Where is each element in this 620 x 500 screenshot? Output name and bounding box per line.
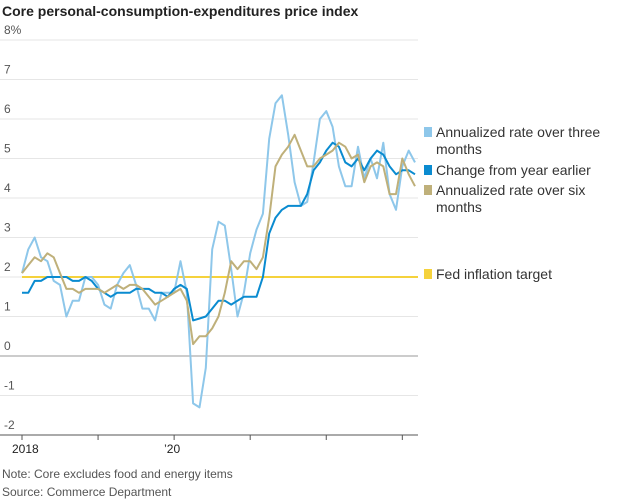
legend-swatch xyxy=(424,165,432,175)
y-tick-label: 6 xyxy=(4,102,11,116)
y-tick-label: -2 xyxy=(4,418,15,432)
y-tick-label: 1 xyxy=(4,300,11,314)
legend-item: Annualized rate over six months xyxy=(424,182,616,216)
source: Source: Commerce Department xyxy=(2,485,172,499)
y-tick-label: -1 xyxy=(4,379,15,393)
chart-title: Core personal-consumption-expenditures p… xyxy=(2,3,359,19)
legend-label: Fed inflation target xyxy=(436,266,552,282)
x-tick-label: ’20 xyxy=(164,442,180,456)
note: Note: Core excludes food and energy item… xyxy=(2,467,233,481)
y-tick-label: 0 xyxy=(4,339,11,353)
y-tick-label: 4 xyxy=(4,181,11,195)
legend-swatch xyxy=(424,269,432,279)
legend-label: Annualized rate over six months xyxy=(436,182,586,215)
legend-item: Change from year earlier xyxy=(424,162,616,179)
legend-label: Annualized rate over three months xyxy=(436,124,601,157)
y-tick-label: 2 xyxy=(4,260,11,274)
legend-label: Change from year earlier xyxy=(436,162,591,178)
y-tick-label: 8% xyxy=(4,23,22,37)
y-tick-label: 5 xyxy=(4,142,11,156)
legend-swatch xyxy=(424,185,432,195)
legend-item: Fed inflation target xyxy=(424,266,616,283)
series-line xyxy=(21,133,416,346)
x-tick-label: 2018 xyxy=(12,442,39,456)
y-tick-label: 7 xyxy=(4,63,11,77)
legend-item: Annualized rate over three months xyxy=(424,124,616,158)
y-tick-label: 3 xyxy=(4,221,11,235)
series-line xyxy=(22,141,416,322)
legend-swatch xyxy=(424,127,432,137)
series-line xyxy=(21,94,416,409)
